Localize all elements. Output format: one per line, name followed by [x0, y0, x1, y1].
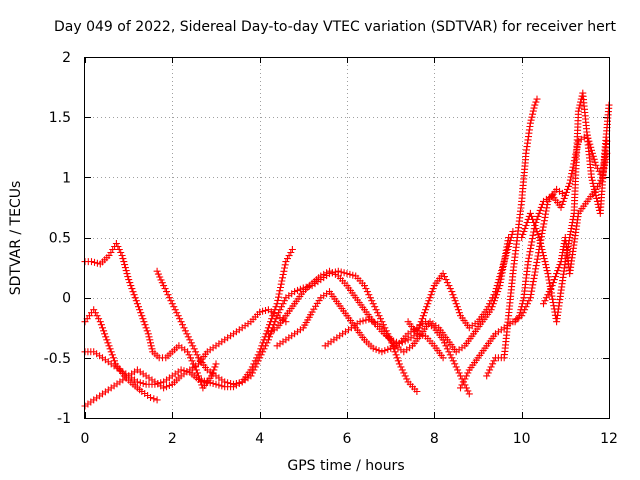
y-tick-label: 0	[62, 291, 71, 307]
x-tick-label: 0	[81, 431, 90, 447]
series-track-1	[81, 240, 220, 392]
series-track-7	[273, 288, 473, 398]
data-point-markers	[483, 95, 541, 380]
data-point-markers	[264, 267, 447, 362]
series-track-14	[540, 149, 611, 308]
series-track-11	[483, 95, 541, 380]
x-tick-label: 2	[168, 431, 177, 447]
y-tick-label: 2	[62, 50, 71, 66]
y-tick-label: 1.5	[49, 110, 71, 126]
plot-frame	[84, 57, 610, 419]
y-tick-label: 1	[62, 170, 71, 186]
series-track-6	[264, 267, 447, 362]
x-tick-label: 6	[343, 431, 352, 447]
y-tick-label: 0.5	[49, 231, 71, 247]
series-track-3	[81, 246, 296, 391]
x-tick-label: 4	[255, 431, 264, 447]
series-track-9	[404, 228, 517, 338]
x-tick-label: 10	[513, 431, 531, 447]
data-point-markers	[81, 240, 220, 392]
data-point-markers	[273, 288, 473, 398]
data-point-markers	[540, 149, 611, 308]
y-tick-label: -0.5	[44, 351, 71, 367]
x-tick-label: 8	[430, 431, 439, 447]
data-point-markers	[404, 228, 517, 338]
y-axis-label: SDTVAR / TECUs	[8, 181, 24, 296]
x-tick-label: 12	[600, 431, 618, 447]
y-tick-labels: -1 -0.5 0 0.5 1 1.5 2	[44, 50, 71, 427]
x-tick-labels: 0 2 4 6 8 10 12	[81, 431, 618, 447]
chart-title: Day 049 of 2022, Sidereal Day-to-day VTE…	[54, 19, 616, 35]
x-axis-label: GPS time / hours	[287, 458, 404, 474]
y-tick-label: -1	[57, 411, 71, 427]
data-point-markers	[81, 246, 296, 391]
